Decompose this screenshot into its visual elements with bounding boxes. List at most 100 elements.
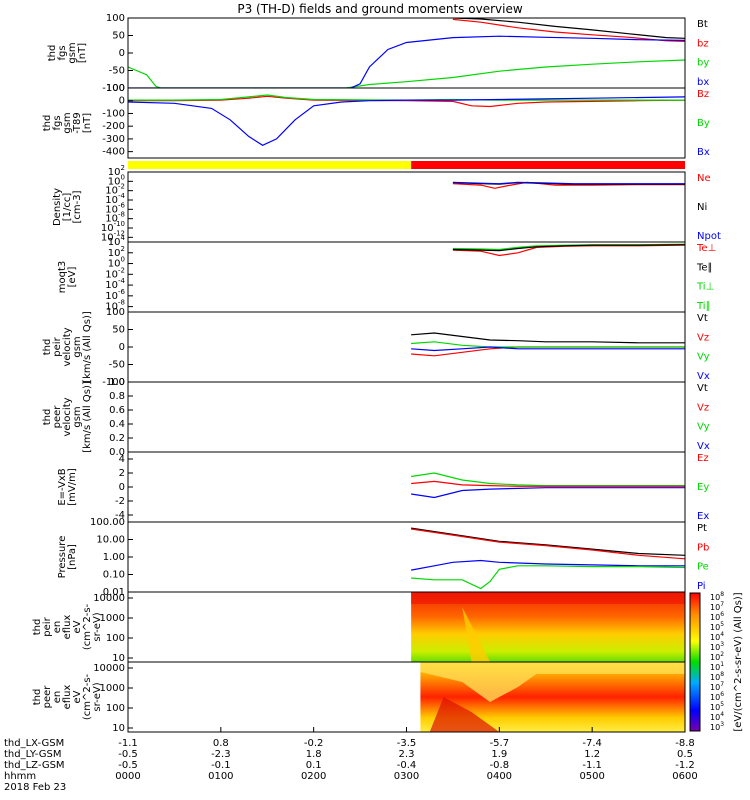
y-axis-label: thdpeervelocitygsm[km/s (All Qs)] [42,381,93,453]
x-tick-label: 0300 [394,771,419,782]
series-line-Pt [411,527,685,556]
colorbar-tick-label: 106 [710,611,724,622]
y-tick-label: -100 [102,377,125,388]
x-tick-label: -0.1 [211,760,231,771]
legend-entry: Pe [697,562,709,573]
plot-title: P3 (TH-D) fields and ground moments over… [237,2,522,16]
y-axis-label: E=-VxB[mV/m] [57,468,78,506]
series-line-By [128,94,685,101]
x-tick-label: 0200 [301,771,326,782]
y-tick-label: 10.00 [96,535,125,546]
y-tick-label: -300 [102,134,125,145]
panel-5: 100 50 0 -50 -100 thdpeirvelocitygsm[km/s (Al… [42,307,710,388]
y-axis-label: Density[1/cc][cm-3] [52,188,83,226]
x-tick-label: -2.3 [211,749,231,760]
x-tick-label: -8.8 [675,738,695,749]
y-tick-label: 0.4 [109,419,125,430]
y-tick-label: -2 [115,496,125,507]
y-tick-label: 10-12 [101,229,125,243]
legend-entry: bx [697,77,709,88]
y-axis-label: thdfgsgsm-T89[nT] [42,112,93,134]
series-line-Vt [411,332,685,344]
x-tick-label: -0.8 [490,760,510,771]
panel-8: 100.00 10.00 1.00 0.10 0.01 Pressure[nPa] Pt Pb… [57,517,709,598]
y-tick-label: 0.8 [109,391,125,402]
series-line-Ey [411,472,685,487]
y-tick-label: 10-10 [101,220,125,234]
y-tick-label: 0 [119,48,125,59]
legend-entry: Vy [697,352,710,363]
legend-entry: Ni [697,202,707,213]
series-line-bx [128,35,685,88]
y-tick-label: -100 [102,108,125,119]
panel-7: 4 2 0 -2 -4 E=-VxB[mV/m] Ez Ey Ex [57,451,709,523]
y-tick-label: -100 [102,83,125,94]
x-tick-label: 2.3 [399,749,415,760]
spectrogram-9 [411,592,685,662]
series-line-Te∥ [452,244,685,252]
panel-1: 1000-100-200-300-400thdfgsgsm-T89[nT]BzB… [42,83,710,159]
colorbar-tick-label: 108 [710,671,724,682]
y-axis-label: Pressure[nPa] [57,536,78,579]
colorbar-tick-label: 103 [710,641,724,652]
y-tick-label: 0.2 [109,433,125,444]
series-line-Pi [410,559,685,571]
legend-entry: Vz [697,402,709,413]
y-tick-label: 1000 [100,613,125,624]
colorbar-tick-label: 105 [710,701,724,712]
x-row-label: hhmm [4,771,36,782]
y-tick-label: 100 [106,703,125,714]
series-line-Vy [411,341,685,348]
panels: 100500-50-100thdfgsgsm[nT]Btbzbybx1000-1… [32,13,721,734]
y-tick-label: 10-6 [105,201,125,215]
colorbar-tick-label: 107 [710,681,724,692]
spectrogram-10 [420,662,685,732]
y-tick-label: 10000 [93,663,125,674]
x-tick-label: -0.4 [397,760,417,771]
colorbar-tick-label: 106 [710,691,724,702]
y-tick-label: 1.00 [103,552,125,563]
panel-2 [128,161,685,169]
spectrogram-region [420,662,685,702]
x-tick-label: 1.8 [306,749,322,760]
series-line-Ez [411,480,685,487]
x-tick-label: 0100 [208,771,233,782]
panel-frame [127,241,686,313]
y-tick-label: 50 [112,31,125,42]
panel-frame [127,381,686,453]
y-axis-label: thdpeirenefluxeV(cm^2-s-sr-eV) [32,603,103,650]
legend-entry: by [697,58,709,69]
colorbar-tick-label: 105 [710,621,724,632]
panel-0: 100 50 0 -50 -100 thdfgsgsm[nT] Bt bz by bx [47,13,709,94]
legend-entry: Pi [697,581,706,592]
series-line-Vx [411,346,685,352]
x-tick-label: 0600 [672,771,697,782]
series-line-by [128,59,685,88]
y-tick-label: 100 [108,256,125,270]
panel-6: 1.0 0.8 0.6 0.4 0.2 0.0 thdpeervelocitygsm[km/… [42,377,710,458]
y-axis-label: thdpeirvelocitygsm[km/s (All Qs)] [42,311,93,383]
legend-entry: Ti∥ [696,301,711,312]
series-line-Ex [411,487,685,499]
legend-entry: Ne [697,173,711,184]
colorbar-tick-label: 107 [710,601,724,612]
panel-frame [127,87,686,159]
y-tick-label: 10 [112,653,125,664]
y-tick-label: 0.01 [103,587,125,598]
legend-entry: Bz [697,89,709,100]
x-row-label: thd_LZ-GSM [4,760,65,771]
y-tick-label: 2 [119,468,125,479]
x-tick-label: -0.5 [118,760,138,771]
y-axis-label: thdfgsgsm[nT] [47,42,88,63]
legend-entry: Vy [697,422,710,433]
y-tick-label: 10 [112,723,125,734]
mode-bar-segment-1 [411,161,685,169]
y-tick-label: 10-8 [105,211,125,225]
series-line-Pb [411,528,685,560]
spectrogram-region [429,697,500,732]
legend-entry: By [697,118,710,129]
y-tick-label: -50 [109,360,125,371]
panel-10: 10000 1000 100 10 thdpeerenefluxeV(cm^2-s-sr… [32,661,686,734]
series-line-Pe [411,565,685,590]
